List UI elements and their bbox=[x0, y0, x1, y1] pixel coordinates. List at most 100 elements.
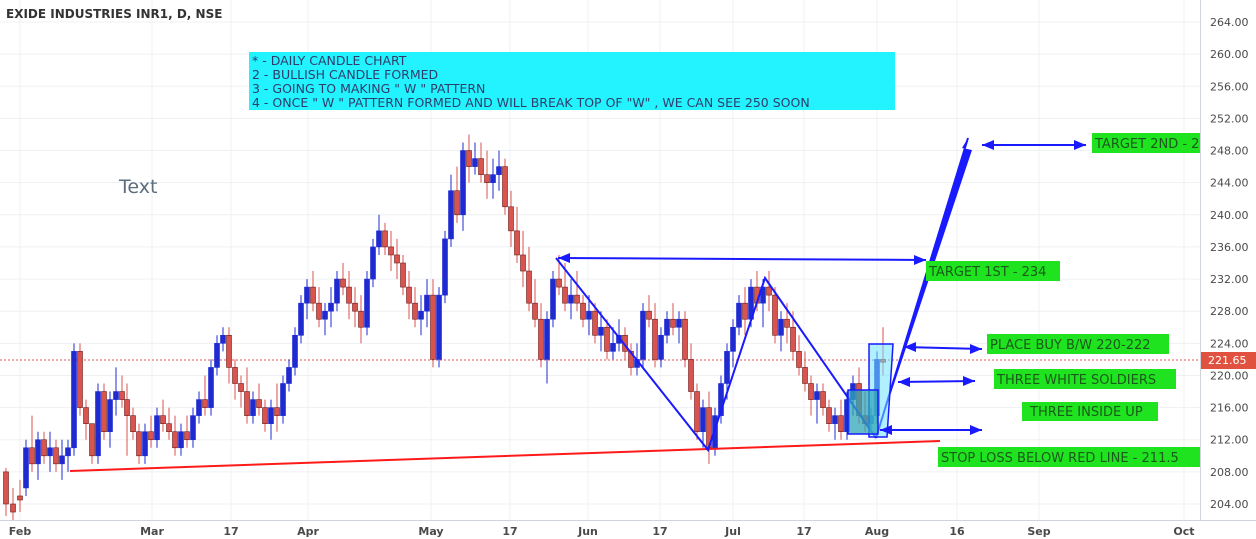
candle[interactable] bbox=[796, 335, 802, 376]
candle[interactable] bbox=[310, 271, 316, 312]
candle[interactable] bbox=[604, 319, 610, 360]
candle[interactable] bbox=[430, 279, 436, 368]
inside-label-bg[interactable] bbox=[1022, 402, 1158, 421]
candle[interactable] bbox=[41, 431, 47, 464]
candle[interactable] bbox=[400, 254, 406, 296]
candle[interactable] bbox=[730, 319, 736, 368]
candle[interactable] bbox=[208, 359, 214, 416]
candle[interactable] bbox=[214, 335, 220, 376]
candle[interactable] bbox=[736, 295, 742, 336]
candle[interactable] bbox=[95, 383, 101, 464]
candle[interactable] bbox=[328, 287, 334, 328]
candle[interactable] bbox=[83, 399, 89, 440]
candle[interactable] bbox=[628, 343, 634, 376]
candle[interactable] bbox=[490, 158, 496, 199]
candle[interactable] bbox=[130, 407, 136, 440]
w-pattern-line[interactable] bbox=[555, 257, 877, 453]
candle[interactable] bbox=[298, 295, 304, 344]
candle[interactable] bbox=[826, 399, 832, 432]
soldiers-arrow[interactable] bbox=[897, 380, 976, 383]
candle[interactable] bbox=[244, 367, 250, 424]
candle[interactable] bbox=[196, 391, 202, 424]
candle[interactable] bbox=[178, 423, 184, 456]
candle[interactable] bbox=[250, 391, 256, 424]
candle[interactable] bbox=[442, 230, 448, 304]
candle[interactable] bbox=[658, 327, 664, 368]
candle[interactable] bbox=[364, 271, 370, 336]
candle[interactable] bbox=[292, 327, 298, 376]
candle[interactable] bbox=[65, 439, 71, 472]
soldiers-label-bg[interactable] bbox=[994, 369, 1176, 389]
candle[interactable] bbox=[814, 383, 820, 424]
candle[interactable] bbox=[316, 287, 322, 328]
candle[interactable] bbox=[334, 271, 340, 312]
plain-text-annotation[interactable]: Text bbox=[118, 176, 157, 198]
candle[interactable] bbox=[688, 343, 694, 400]
candle[interactable] bbox=[136, 423, 142, 464]
support-trendline[interactable] bbox=[69, 440, 941, 472]
candle[interactable] bbox=[478, 142, 484, 183]
candle[interactable] bbox=[142, 423, 148, 464]
target1-label-bg[interactable] bbox=[926, 261, 1060, 281]
candle[interactable] bbox=[820, 383, 826, 416]
candle[interactable] bbox=[77, 343, 83, 416]
three-inside-up-box[interactable] bbox=[847, 389, 879, 435]
candle[interactable] bbox=[394, 238, 400, 280]
candle[interactable] bbox=[89, 423, 95, 464]
candle[interactable] bbox=[568, 279, 574, 320]
candle[interactable] bbox=[286, 359, 292, 392]
candle[interactable] bbox=[160, 399, 166, 432]
candle[interactable] bbox=[322, 303, 328, 336]
candle[interactable] bbox=[101, 383, 107, 440]
candle[interactable] bbox=[592, 303, 598, 344]
candle[interactable] bbox=[274, 383, 280, 432]
candle[interactable] bbox=[119, 375, 125, 408]
candle[interactable] bbox=[520, 230, 526, 288]
candle[interactable] bbox=[460, 142, 466, 231]
candle[interactable] bbox=[670, 303, 676, 336]
candle[interactable] bbox=[454, 166, 460, 223]
candle[interactable] bbox=[376, 214, 382, 255]
candle[interactable] bbox=[586, 295, 592, 336]
candle[interactable] bbox=[59, 439, 65, 480]
candle[interactable] bbox=[304, 279, 310, 320]
candle[interactable] bbox=[580, 295, 586, 328]
stoploss-label-bg[interactable] bbox=[938, 447, 1200, 467]
candle[interactable] bbox=[706, 391, 712, 464]
candle[interactable] bbox=[53, 439, 59, 472]
candle[interactable] bbox=[107, 391, 113, 448]
candle[interactable] bbox=[3, 467, 9, 517]
candle[interactable] bbox=[640, 303, 646, 368]
buy-label-bg[interactable] bbox=[987, 334, 1169, 354]
candle[interactable] bbox=[184, 415, 190, 448]
candle[interactable] bbox=[406, 271, 412, 320]
candle[interactable] bbox=[202, 375, 208, 416]
candle[interactable] bbox=[124, 383, 130, 456]
candle[interactable] bbox=[808, 375, 814, 416]
candle[interactable] bbox=[424, 279, 430, 328]
candle[interactable] bbox=[346, 271, 352, 320]
candle[interactable] bbox=[35, 431, 41, 480]
candle[interactable] bbox=[418, 295, 424, 336]
candle[interactable] bbox=[514, 206, 520, 263]
candle[interactable] bbox=[694, 383, 700, 440]
candle[interactable] bbox=[113, 367, 119, 416]
neckline-arrow[interactable] bbox=[557, 257, 927, 261]
candle[interactable] bbox=[388, 230, 394, 272]
candle[interactable] bbox=[190, 407, 196, 448]
candle[interactable] bbox=[526, 246, 532, 312]
candle[interactable] bbox=[802, 351, 808, 392]
candle[interactable] bbox=[562, 263, 568, 312]
candle[interactable] bbox=[574, 271, 580, 312]
candle[interactable] bbox=[382, 222, 388, 255]
candle[interactable] bbox=[226, 327, 232, 384]
candle[interactable] bbox=[71, 343, 77, 456]
candle[interactable] bbox=[154, 407, 160, 448]
candle[interactable] bbox=[29, 415, 35, 472]
target2-label-bg[interactable] bbox=[1092, 133, 1200, 153]
candle[interactable] bbox=[598, 311, 604, 352]
candle[interactable] bbox=[23, 439, 29, 496]
candle[interactable] bbox=[508, 190, 514, 247]
candle[interactable] bbox=[664, 311, 670, 344]
